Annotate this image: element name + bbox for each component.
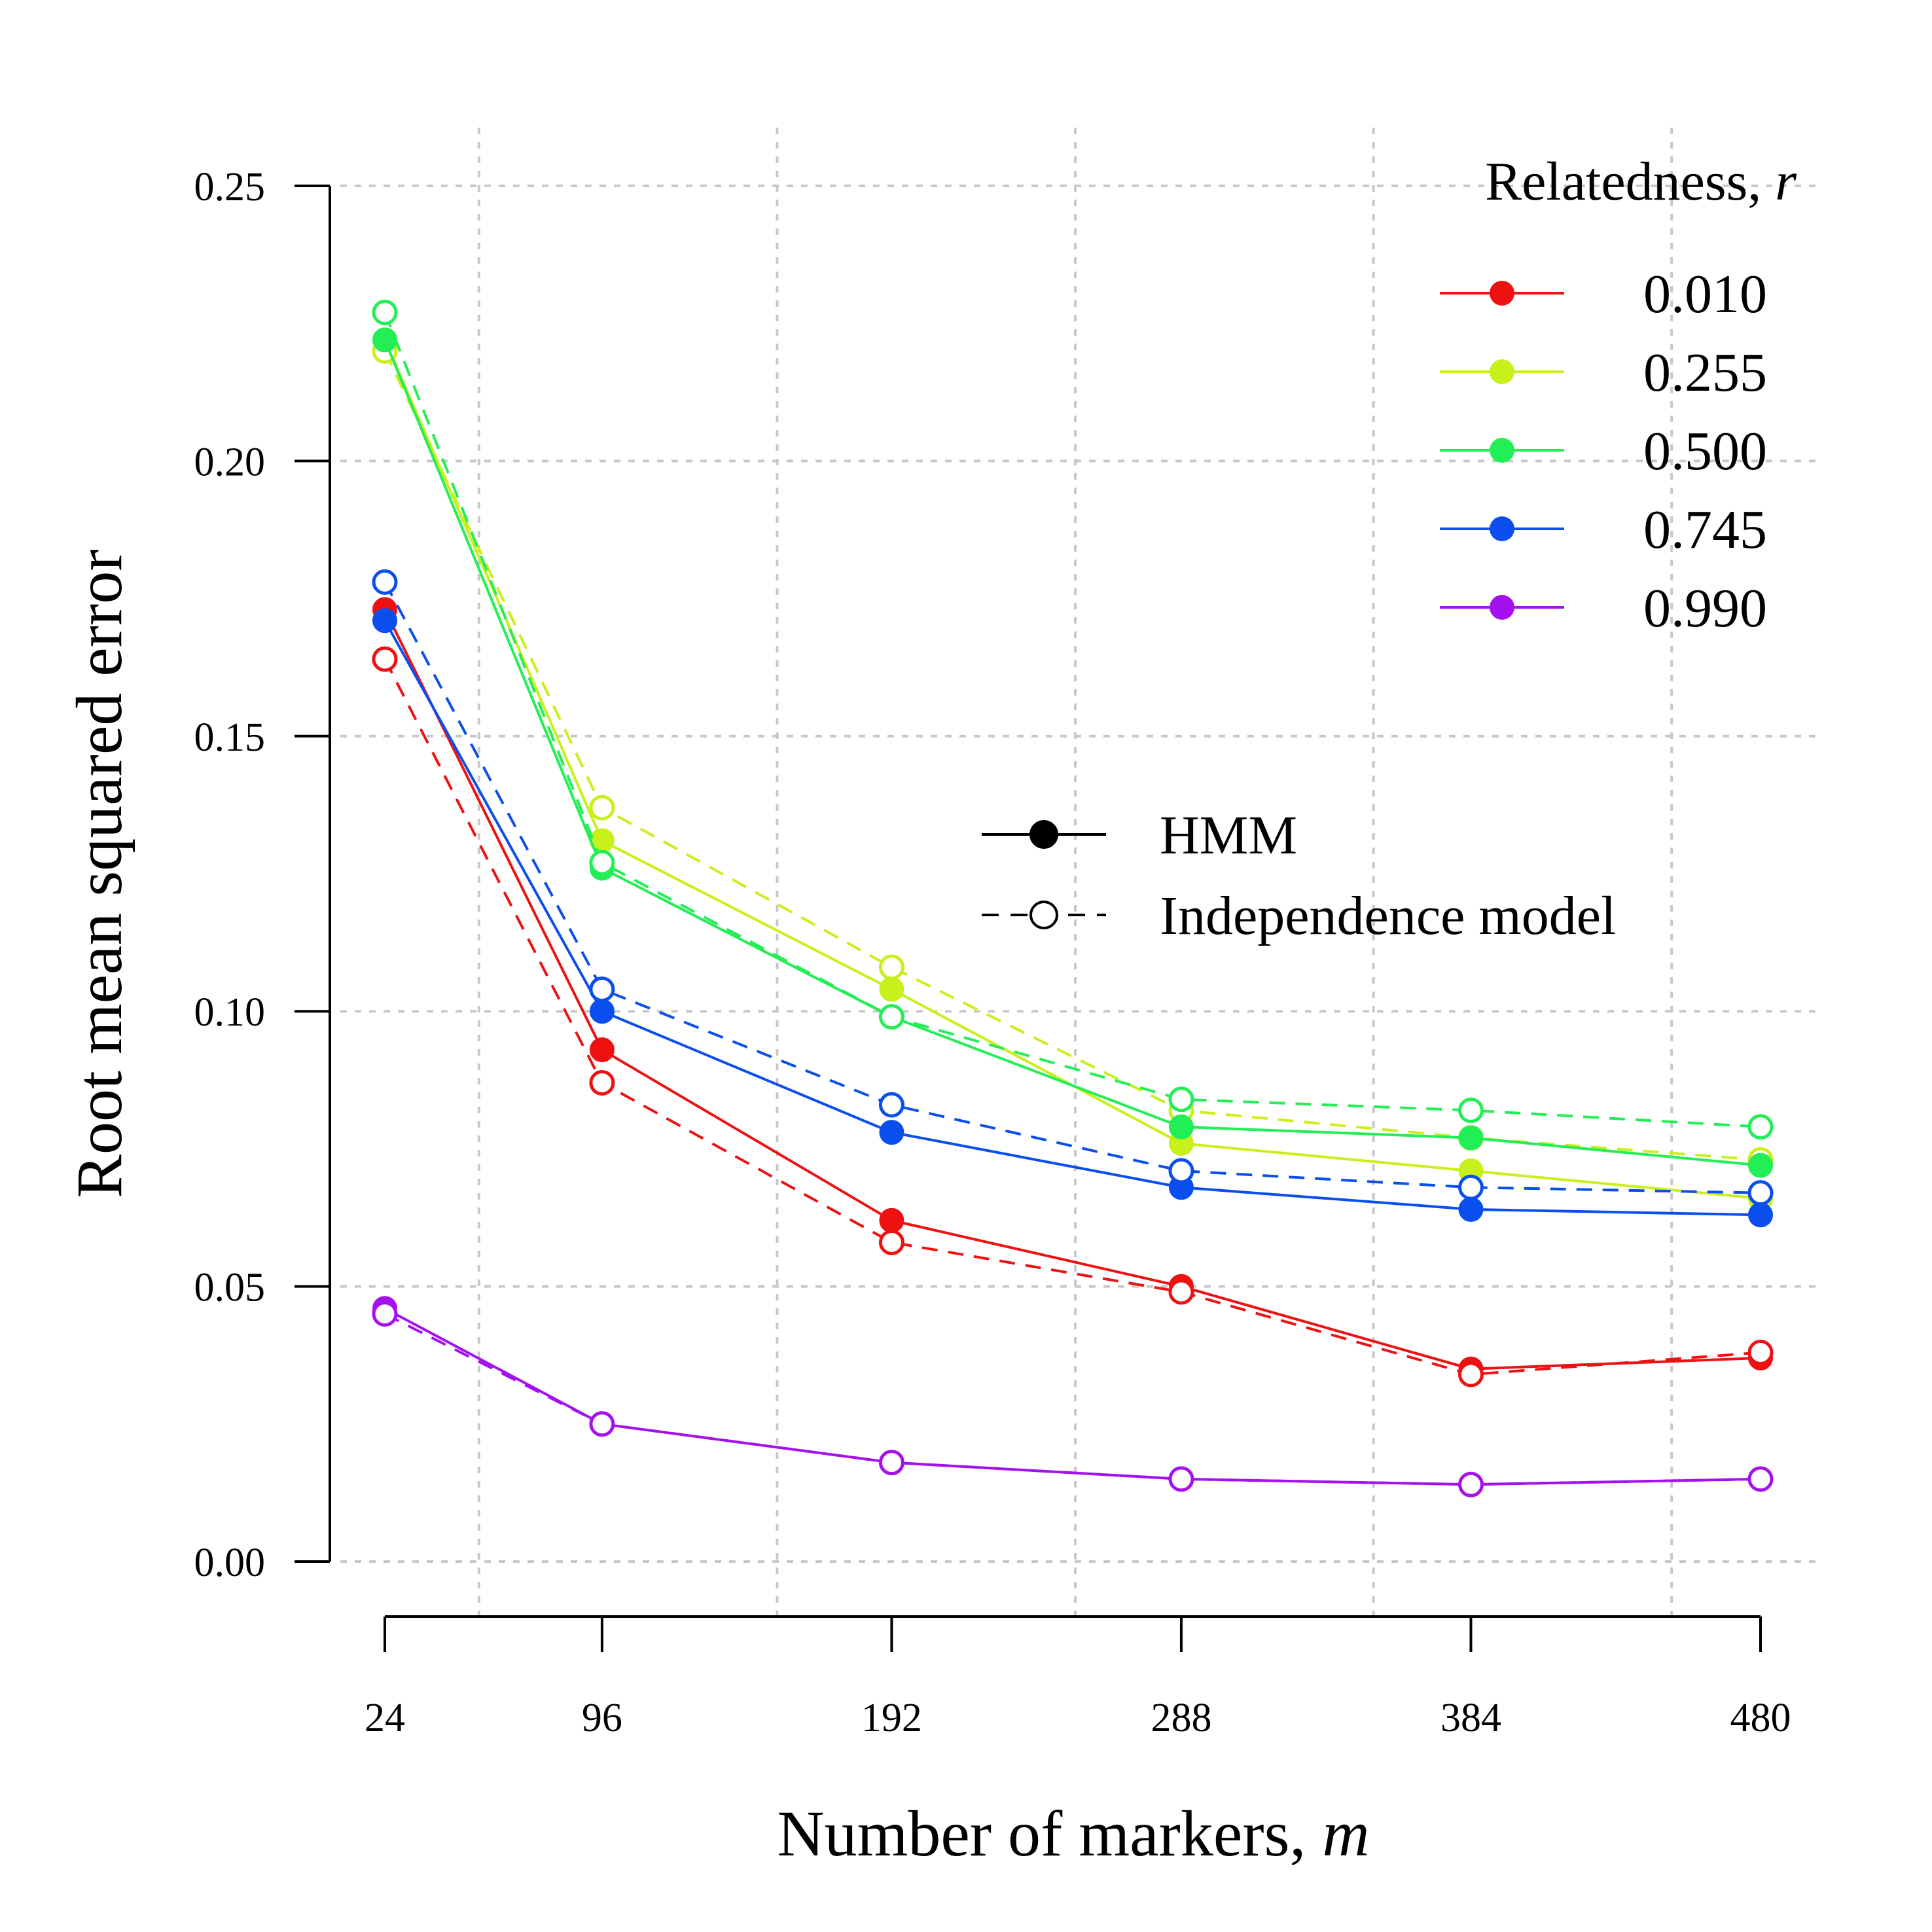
legend-item-r-0.745: 0.745: [1440, 499, 1767, 560]
independence-point: [1168, 1086, 1194, 1113]
series-r-0.255: [372, 327, 1774, 1211]
independence-point: [1747, 1466, 1774, 1492]
y-tick-label: 0.20: [194, 440, 266, 484]
independence-line: [384, 350, 1761, 1162]
independence-line: [384, 1312, 1761, 1486]
hmm-line: [384, 339, 1761, 1200]
data-series: [372, 299, 1774, 1497]
legend-model-label: Independence model: [1160, 885, 1616, 946]
y-tick-label: 0.05: [194, 1266, 266, 1310]
legend-model-label: HMM: [1160, 805, 1297, 866]
axes: [329, 186, 1761, 1618]
series-r-0.990: [372, 1296, 1774, 1497]
independence-point: [1747, 1180, 1774, 1206]
independence-point: [589, 795, 615, 821]
tick-labels: 0.00 0.05 0.10 0.15 0.20 0.25 24 96 192 288 384 480: [194, 165, 1791, 1740]
independence-line: [384, 312, 1761, 1128]
independence-point: [878, 1004, 904, 1030]
legend-swatch-point: [1490, 281, 1514, 306]
grid-lines: [340, 128, 1821, 1617]
legend-item-label: 0.255: [1643, 342, 1767, 403]
independence-point: [589, 976, 615, 1003]
legend-swatch-point: [1490, 595, 1514, 620]
hmm-point: [1168, 1114, 1194, 1139]
hmm-line: [384, 1307, 1761, 1486]
legend-item-label: 0.500: [1643, 421, 1767, 482]
x-tick-label: 480: [1730, 1696, 1791, 1740]
independence-point: [878, 1450, 904, 1476]
y-tick-label: 0.25: [194, 165, 266, 209]
hmm-point: [1748, 1202, 1773, 1228]
legend-swatch-point: [1490, 516, 1514, 541]
hmm-line: [384, 620, 1761, 1217]
hmm-point: [589, 1037, 615, 1063]
independence-point: [1747, 1114, 1774, 1140]
legend-model-point: [1029, 901, 1058, 929]
independence-point: [372, 646, 398, 672]
legend-item-label: 0.745: [1643, 499, 1767, 560]
hmm-point: [879, 976, 904, 1002]
legend-swatch-point: [1490, 359, 1514, 384]
independence-point: [372, 299, 398, 325]
independence-point: [1168, 1158, 1194, 1184]
y-tick-label: 0.10: [194, 990, 266, 1035]
x-tick-label: 24: [365, 1696, 405, 1740]
x-axis-title: Number of markers, m: [777, 1797, 1369, 1870]
x-tick-label: 192: [861, 1696, 922, 1740]
legend-item-r-0.500: 0.500: [1440, 421, 1767, 482]
x-tick-label: 384: [1440, 1696, 1501, 1740]
hmm-point: [1458, 1125, 1484, 1151]
legend-series-entries: 0.010 0.255 0.500 0.745 0.990: [1440, 264, 1767, 639]
independence-point: [878, 1092, 904, 1118]
x-tick-label: 288: [1151, 1696, 1211, 1740]
hmm-point: [1748, 1153, 1773, 1178]
hmm-line: [384, 339, 1761, 1167]
independence-point: [878, 954, 904, 980]
independence-line: [384, 581, 1761, 1194]
legend-model-point: [1029, 820, 1058, 849]
independence-point: [1747, 1339, 1774, 1365]
y-tick-label: 0.00: [194, 1541, 266, 1585]
independence-point: [1458, 1174, 1484, 1200]
independence-point: [372, 569, 398, 595]
legend-title: Relatedness, r: [1485, 151, 1797, 212]
independence-point: [1168, 1279, 1194, 1305]
independence-point: [1168, 1466, 1194, 1492]
hmm-point: [372, 608, 397, 634]
independence-point: [1458, 1471, 1484, 1497]
series-r-0.010: [372, 597, 1774, 1387]
legend-item-label: 0.010: [1643, 264, 1767, 325]
series-r-0.745: [372, 569, 1774, 1228]
independence-point: [589, 1070, 615, 1096]
legend-item-r-0.255: 0.255: [1440, 342, 1767, 403]
independence-point: [1458, 1098, 1484, 1124]
legend-model-item: HMM: [982, 805, 1297, 866]
legend-model-item: Independence model: [982, 885, 1616, 946]
legend-item-label: 0.990: [1643, 578, 1767, 639]
y-axis-title: Root mean squared error: [63, 549, 135, 1198]
independence-point: [372, 1301, 398, 1327]
legend-item-r-0.010: 0.010: [1440, 264, 1767, 325]
legend: Relatedness, r 0.010 0.255 0.500 0.745 0.990…: [982, 151, 1797, 946]
independence-point: [878, 1229, 904, 1255]
hmm-point: [879, 1208, 904, 1233]
hmm-point: [1458, 1196, 1484, 1222]
independence-line: [384, 658, 1761, 1376]
hmm-point: [372, 327, 397, 353]
independence-point: [589, 850, 615, 876]
hmm-line: [384, 609, 1761, 1370]
independence-point: [589, 1411, 615, 1437]
independence-point: [1458, 1361, 1484, 1387]
legend-model-entries: HMM Independence model: [982, 805, 1616, 946]
legend-item-r-0.990: 0.990: [1440, 578, 1767, 639]
hmm-point: [589, 999, 615, 1024]
legend-swatch-point: [1490, 438, 1514, 463]
hmm-point: [879, 1120, 904, 1145]
y-tick-label: 0.15: [194, 715, 266, 760]
x-tick-label: 96: [582, 1696, 622, 1740]
series-r-0.500: [372, 299, 1774, 1178]
